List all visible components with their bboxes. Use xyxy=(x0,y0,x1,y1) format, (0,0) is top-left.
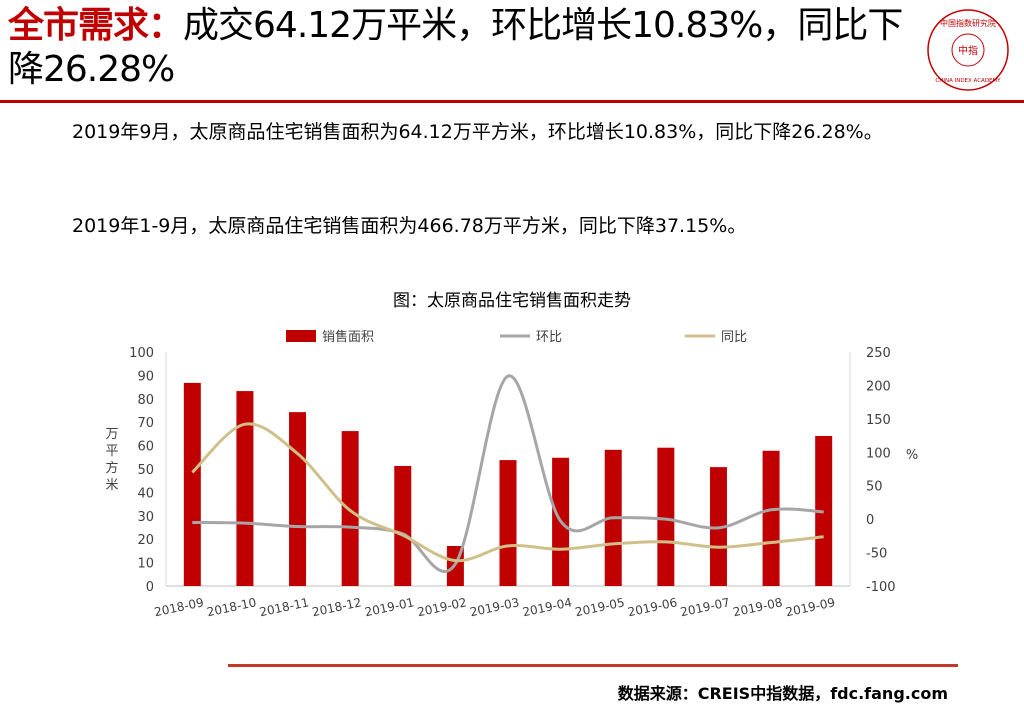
left-tick-label: 40 xyxy=(137,486,154,501)
left-tick-label: 30 xyxy=(137,510,154,525)
right-tick-label: 0 xyxy=(866,513,874,528)
left-axis-label: 万平方米 xyxy=(105,427,118,493)
legend-swatch xyxy=(286,330,316,342)
logo-top-text: 中国指数研究院 xyxy=(940,18,996,28)
footer-divider xyxy=(228,664,958,667)
left-tick-label: 90 xyxy=(137,369,154,384)
x-tick-label: 2019-08 xyxy=(732,595,784,619)
legend-label: 环比 xyxy=(536,330,562,345)
bar xyxy=(183,382,201,586)
x-tick-label: 2019-02 xyxy=(416,595,468,619)
right-tick-label: 150 xyxy=(866,413,891,428)
left-tick-label: 70 xyxy=(137,416,154,431)
left-tick-label: 60 xyxy=(137,440,154,455)
x-tick-label: 2019-09 xyxy=(784,595,836,619)
x-tick-label: 2018-12 xyxy=(311,595,363,619)
left-tick-label: 100 xyxy=(129,346,154,361)
bar xyxy=(394,465,412,586)
header-divider xyxy=(0,100,1024,103)
paragraph-ytd: 2019年1-9月，太原商品住宅销售面积为466.78万平方米，同比下降37.1… xyxy=(72,215,747,237)
x-tick-label: 2018-11 xyxy=(258,595,310,619)
logo-center-text: 中指 xyxy=(958,44,978,57)
bar xyxy=(499,460,517,586)
right-tick-label: 200 xyxy=(866,379,891,394)
left-tick-label: 0 xyxy=(146,580,154,595)
right-tick-label: 100 xyxy=(866,446,891,461)
right-tick-label: 250 xyxy=(866,346,891,361)
right-tick-label: -50 xyxy=(866,547,887,562)
x-tick-label: 2019-06 xyxy=(627,595,679,619)
paragraph-monthly: 2019年9月，太原商品住宅销售面积为64.12万平方米，环比增长10.83%，… xyxy=(72,121,883,143)
x-tick-label: 2018-09 xyxy=(153,595,205,619)
right-tick-label: 50 xyxy=(866,480,883,495)
left-tick-label: 10 xyxy=(137,557,154,572)
x-tick-label: 2018-10 xyxy=(206,595,258,619)
bar xyxy=(657,447,675,586)
left-tick-label: 50 xyxy=(137,463,154,478)
page-title: 全市需求：成交64.12万平米，环比增长10.83%，同比下降26.28% xyxy=(8,4,913,92)
yoy-series-line xyxy=(191,422,824,563)
bar xyxy=(236,391,254,586)
x-tick-label: 2019-04 xyxy=(521,595,573,619)
title-headline: 成交64.12万平米，环比增长10.83%，同比下降26.28% xyxy=(8,5,903,90)
x-tick-label: 2019-07 xyxy=(679,595,731,619)
left-tick-label: 20 xyxy=(137,533,154,548)
x-tick-label: 2019-05 xyxy=(574,595,626,619)
x-tick-label: 2019-01 xyxy=(363,595,415,619)
data-source: 数据来源：CREIS中指数据，fdc.fang.com xyxy=(617,684,948,703)
x-tick-label: 2019-03 xyxy=(469,595,521,619)
logo-bottom-text: CHINA INDEX ACADEMY xyxy=(935,78,1001,84)
bar xyxy=(762,450,780,586)
chart-title: 图：太原商品住宅销售面积走势 xyxy=(393,291,631,311)
bar xyxy=(289,412,307,586)
left-tick-label: 80 xyxy=(137,393,154,408)
right-axis-label: % xyxy=(906,448,918,463)
china-index-academy-logo: 中国指数研究院 中指 CHINA INDEX ACADEMY xyxy=(927,9,1009,91)
title-keyword: 全市需求： xyxy=(8,5,184,46)
right-tick-label: -100 xyxy=(866,580,896,595)
legend-label: 销售面积 xyxy=(322,329,374,345)
mom-series-line xyxy=(192,374,824,573)
sales-area-chart: 0 10 20 30 40 50 60 70 80 90 100 -100 -50 0 50 100 150 20… xyxy=(105,329,918,619)
legend-label: 同比 xyxy=(721,330,747,345)
